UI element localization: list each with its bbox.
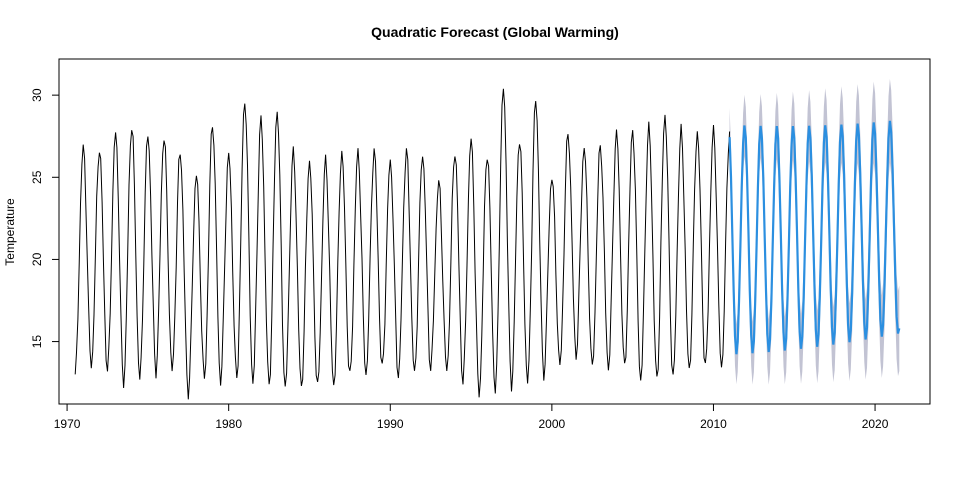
x-axis: 1970 1980 1990 2000 2010 2020: [54, 403, 889, 431]
chart-title: Quadratic Forecast (Global Warming): [371, 24, 619, 40]
x-tick-label: 2000: [539, 417, 566, 431]
y-tick-label: 20: [30, 252, 44, 266]
forecast-band-layer: [729, 78, 900, 385]
y-tick-label: 25: [30, 170, 44, 184]
x-tick-label: 1990: [377, 417, 404, 431]
series-line-layer: [74, 88, 901, 400]
y-tick-label: 30: [30, 88, 44, 102]
forecast-series-line: [728, 120, 901, 355]
observed-series-line: [74, 88, 731, 400]
x-tick-label: 2010: [700, 417, 727, 431]
x-tick-label: 1980: [215, 417, 242, 431]
y-axis: 15 20 25 30: [30, 88, 60, 349]
x-tick-label: 1970: [54, 417, 81, 431]
y-tick-label: 15: [30, 335, 44, 349]
forecast-prediction-band: [729, 78, 900, 385]
y-axis-label: Temperature: [3, 198, 17, 266]
x-tick-label: 2020: [862, 417, 889, 431]
